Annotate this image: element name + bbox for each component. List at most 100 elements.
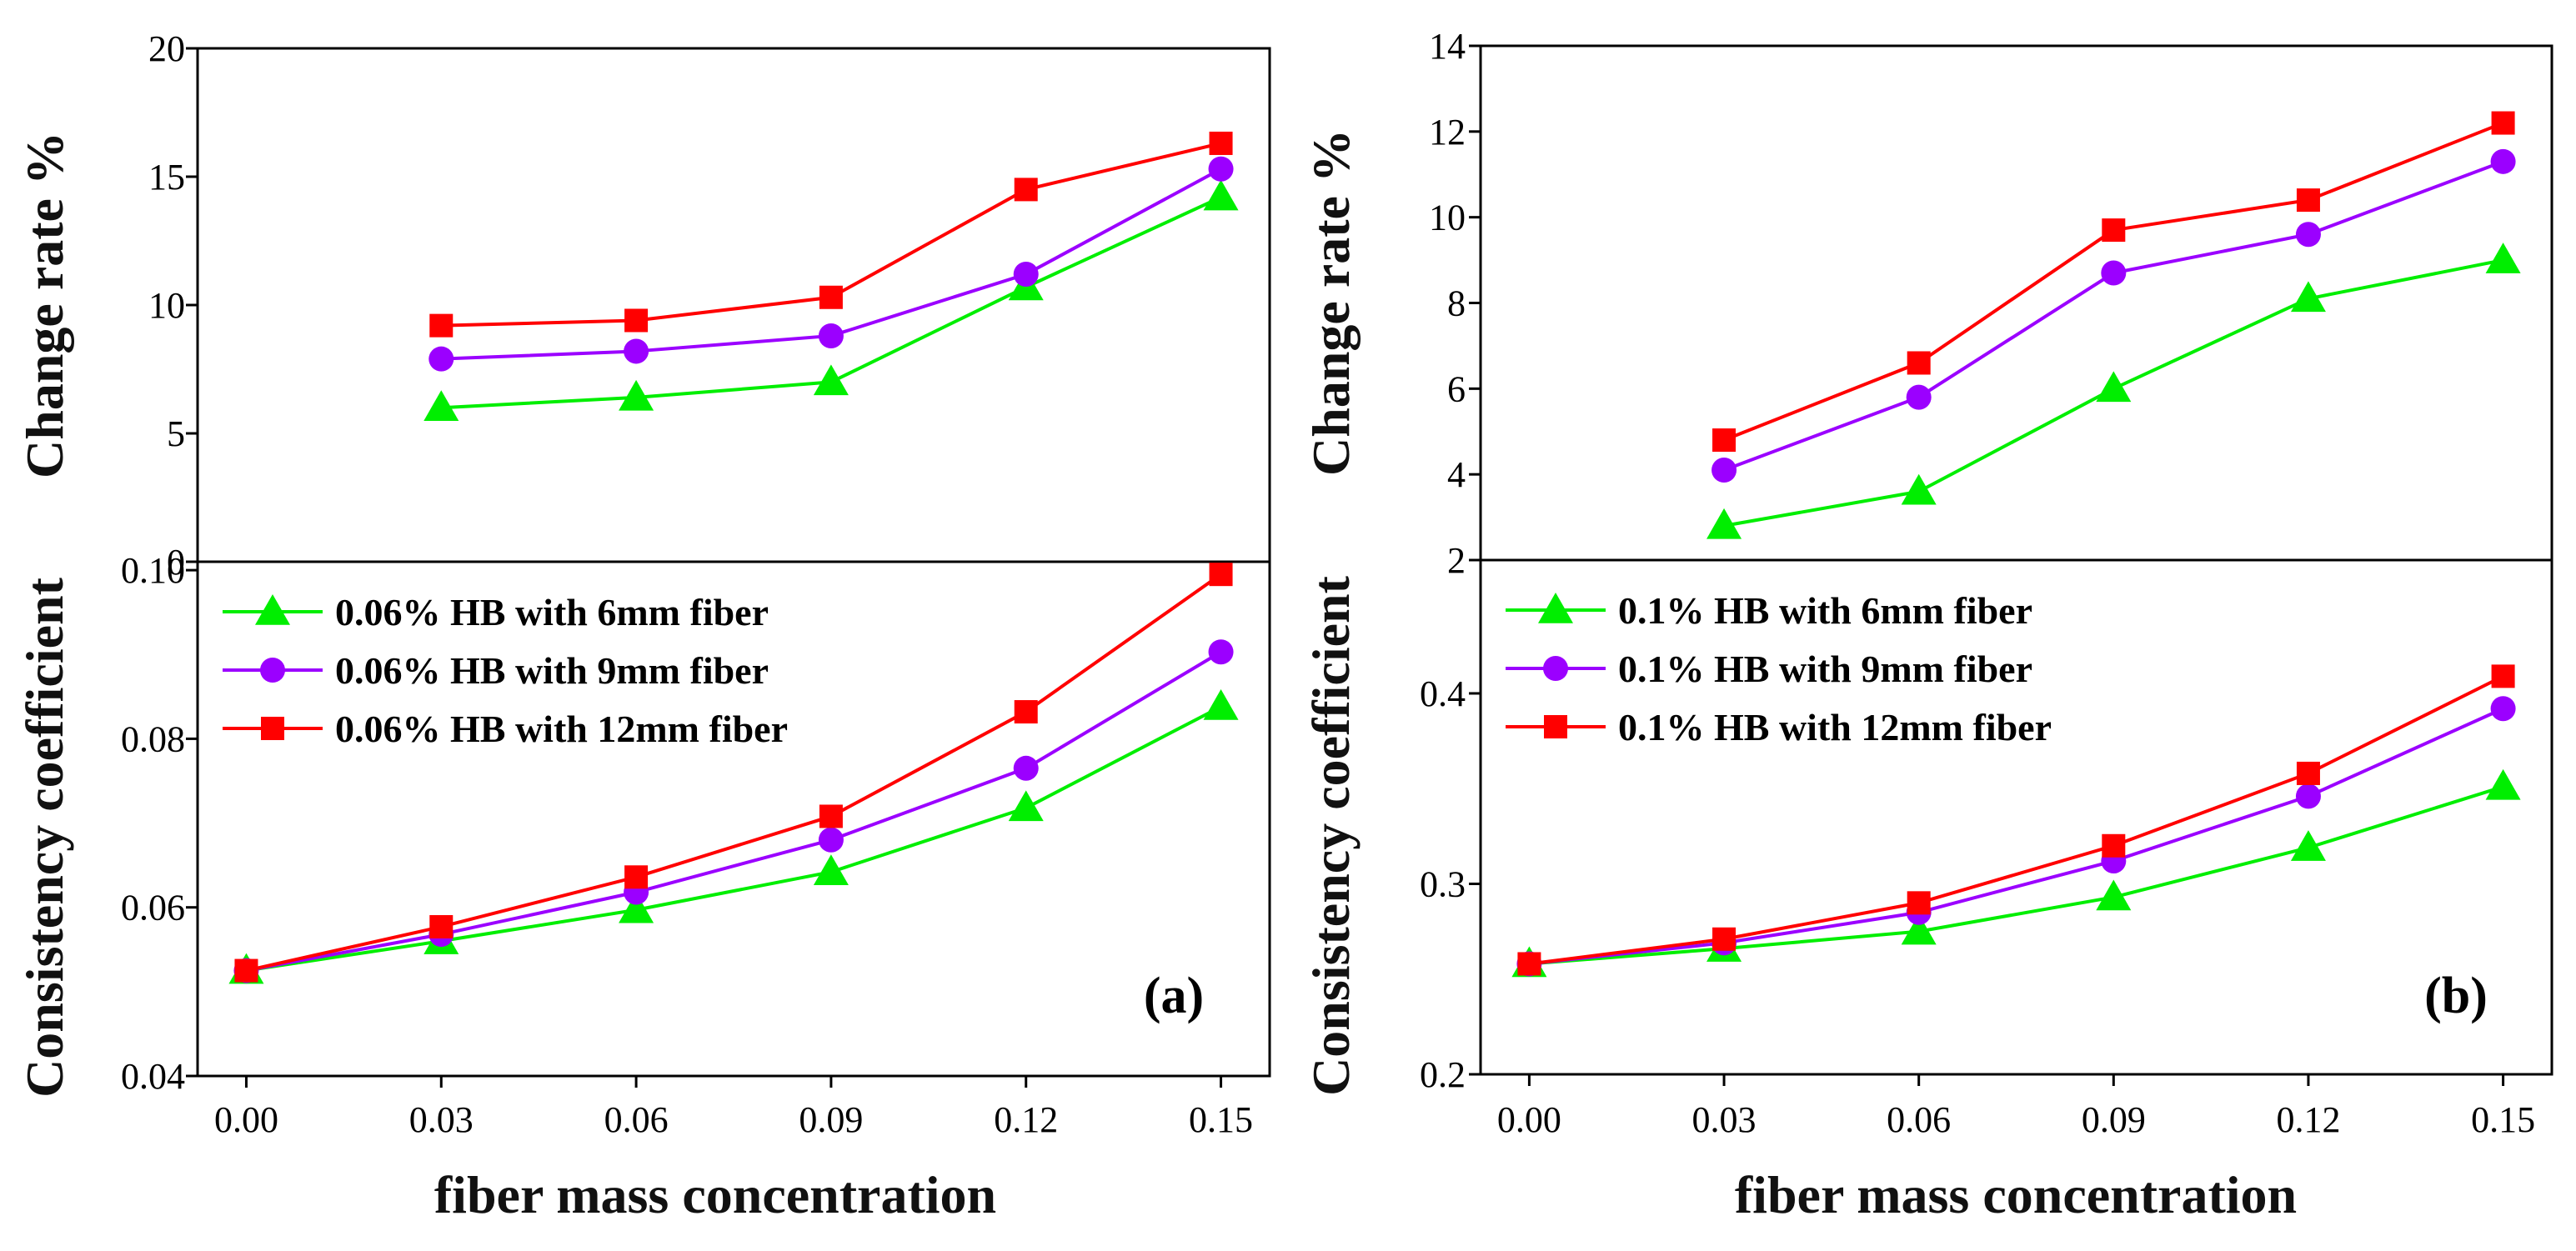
bottom-series-2-point (1208, 639, 1234, 665)
x-tick-label-0-00: 0.00 (1497, 1099, 1561, 1140)
y-tick-label-0-04: 0.04 (121, 1056, 185, 1097)
y-tick-label-8: 8 (1447, 283, 1466, 324)
bottom-series-1-point (2096, 879, 2132, 911)
legend-marker-2 (1543, 656, 1568, 681)
bottom-series-2-point (1013, 755, 1039, 781)
panel-a-top-y-ticks: 0 5 10 15 20 (148, 28, 198, 583)
y-tick-label-20: 20 (148, 28, 185, 69)
top-series-2-point (428, 346, 454, 372)
bottom-series-3-point (1712, 927, 1737, 951)
top-series-3-point (1712, 428, 1737, 453)
legend-marker-3 (261, 717, 284, 740)
top-series-1-point (1901, 473, 1937, 505)
bottom-series-line-2 (246, 650, 1222, 973)
top-series-2-point (2101, 260, 2127, 286)
y-tick-label-14: 14 (1429, 26, 1466, 67)
top-series-3-point (819, 285, 843, 309)
y-tick-label-15: 15 (148, 157, 185, 198)
top-series-3-point (624, 308, 649, 333)
bottom-series-line-3 (246, 573, 1222, 973)
bottom-series-line-1 (246, 705, 1222, 973)
x-tick-label-0-15: 0.15 (1189, 1099, 1253, 1140)
top-series-1-point (1203, 179, 1239, 211)
bottom-series-1-point (1008, 790, 1044, 822)
top-series-1-point (619, 379, 654, 411)
y-tick-label-6: 6 (1447, 368, 1466, 409)
top-series-2-point (624, 338, 649, 364)
panel-b-top-y-axis-label: Change rate % (1301, 129, 1361, 476)
panel-a-bottom-y-axis-label: Consistency coefficient (15, 577, 74, 1098)
x-tick-label-0-06: 0.06 (604, 1099, 669, 1140)
bottom-series-1-point (2290, 830, 2326, 861)
top-series-1-point (2290, 281, 2326, 313)
top-series-2-point (1208, 156, 1234, 182)
bottom-series-line-3 (1529, 674, 2504, 966)
bottom-series-3-point (1907, 891, 1931, 915)
x-tick-label-0-12: 0.12 (994, 1099, 1058, 1140)
x-tick-label-0-03: 0.03 (409, 1099, 474, 1140)
bottom-series-1-point (2485, 768, 2521, 800)
panel-a-x-ticks: 0.00 0.03 0.06 0.09 0.12 0.15 (214, 1076, 1253, 1140)
bottom-series-3-point (624, 865, 649, 889)
y-tick-label-10: 10 (148, 285, 185, 326)
bottom-series-line-1 (1529, 785, 2504, 966)
top-series-2-point (2490, 148, 2516, 174)
top-series-2-point (818, 323, 844, 348)
bottom-series-2-point (2295, 783, 2321, 809)
y-tick-label-12: 12 (1429, 112, 1466, 153)
y-tick-label-2: 2 (1447, 540, 1466, 581)
panel-a-label: (a) (1144, 968, 1204, 1024)
panel-a-top-series (423, 131, 1239, 421)
top-series-line-2 (1723, 159, 2504, 472)
x-tick-label-0-03: 0.03 (1692, 1099, 1757, 1140)
panel-b-top-y-ticks: 2 4 6 8 10 12 14 (1429, 26, 1481, 581)
bottom-series-3-point (819, 804, 843, 828)
legend-marker-3 (1544, 715, 1567, 738)
y-tick-label-10: 10 (1429, 198, 1466, 238)
legend-label-1: 0.06% HB with 6mm fiber (335, 591, 769, 633)
bottom-series-line-2 (1529, 707, 2504, 966)
top-series-3-point (1014, 178, 1038, 202)
top-series-3-point (2491, 111, 2515, 135)
bottom-series-2-point (2490, 696, 2516, 722)
top-series-3-point (1907, 351, 1931, 375)
panel-b-bottom-y-axis-label: Consistency coefficient (1301, 575, 1361, 1096)
panel-a-bottom-y-ticks: 0.04 0.06 0.08 0.10 (121, 550, 198, 1097)
panel-a-x-axis-label: fiber mass concentration (434, 1165, 996, 1224)
panel-b-bottom-y-ticks: 0.2 0.3 0.4 (1420, 673, 1481, 1095)
y-tick-label-4: 4 (1447, 454, 1466, 495)
top-series-3-point (2102, 218, 2126, 243)
bottom-series-1-point (1901, 913, 1937, 945)
top-series-1-point (1706, 508, 1742, 539)
top-series-2-point (2295, 222, 2321, 248)
y-tick-label-0-10: 0.10 (121, 550, 185, 591)
legend-label-3: 0.06% HB with 12mm fiber (335, 708, 788, 750)
bottom-series-1-point (813, 854, 849, 885)
bottom-series-3-point (234, 958, 258, 983)
bottom-series-3-point (2296, 761, 2320, 785)
panel-a-top-plot-area (196, 47, 1271, 563)
bottom-series-3-point (2491, 664, 2515, 688)
y-tick-label-0-08: 0.08 (121, 718, 185, 759)
panel-b-bottom-plot-area (1479, 558, 2553, 1076)
legend-label-2: 0.1% HB with 9mm fiber (1618, 648, 2032, 690)
panel-b-top-series (1706, 111, 2521, 539)
bottom-series-3-point (2102, 833, 2126, 858)
panel-b-x-ticks: 0.00 0.03 0.06 0.09 0.12 0.15 (1497, 1074, 2535, 1140)
top-series-3-point (1209, 131, 1233, 155)
panel-b: 2 4 6 8 10 12 14 0.2 0.3 0.4 0.00 0.03 0.06 0.09 0.1… (1301, 26, 2553, 1224)
bottom-series-3-point (429, 914, 454, 938)
bottom-series-2-point (818, 827, 844, 853)
bottom-series-3-point (1209, 563, 1233, 587)
top-series-1-point (2096, 371, 2132, 403)
y-tick-label-0-06: 0.06 (121, 888, 185, 928)
top-series-2-point (1711, 458, 1737, 483)
x-tick-label-0-15: 0.15 (2471, 1099, 2535, 1140)
panel-a-bottom-series (228, 563, 1239, 984)
top-series-3-point (2296, 188, 2320, 213)
top-series-2-point (1013, 262, 1039, 288)
panel-a-bottom-plot-area (196, 560, 1271, 1078)
bottom-series-1-point (619, 892, 654, 923)
